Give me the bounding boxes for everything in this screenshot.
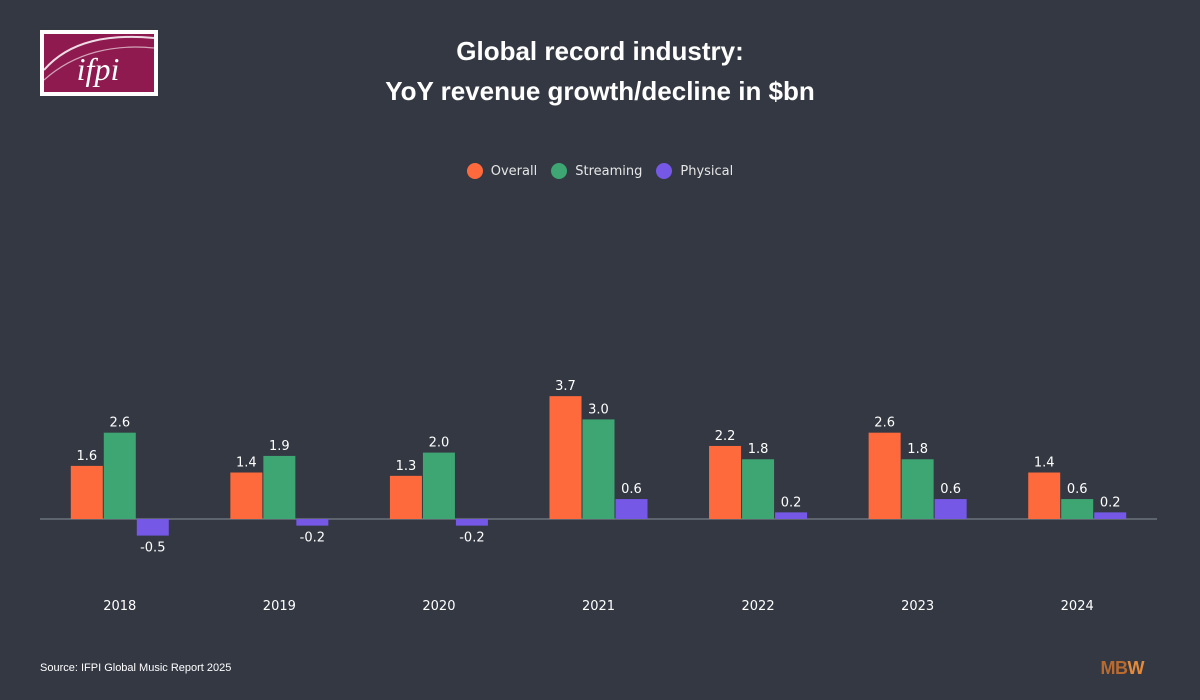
bar-overall-2021[interactable] — [549, 396, 582, 519]
bar-overall-2024[interactable] — [1028, 472, 1061, 519]
data-label-physical-2023: 0.6 — [940, 482, 961, 497]
x-tick-label-2021: 2021 — [582, 599, 615, 614]
legend-marker-physical — [656, 163, 673, 179]
bar-physical-2019[interactable] — [296, 519, 329, 526]
data-label-overall-2018: 1.6 — [76, 449, 97, 464]
data-label-physical-2019: -0.2 — [300, 531, 325, 546]
legend-marker-streaming — [551, 163, 568, 179]
bar-physical-2022[interactable] — [775, 512, 808, 519]
mbw-brand-logo: MBW — [1101, 658, 1145, 679]
data-label-streaming-2020: 2.0 — [429, 436, 450, 451]
bar-overall-2022[interactable] — [709, 445, 742, 519]
legend-item-overall[interactable]: Overall — [466, 163, 538, 179]
legend: Overall Streaming Physical — [0, 163, 1200, 179]
bar-streaming-2019[interactable] — [263, 455, 296, 519]
x-tick-label-2023: 2023 — [901, 599, 934, 614]
bar-streaming-2021[interactable] — [582, 419, 615, 519]
bar-streaming-2018[interactable] — [103, 432, 136, 519]
data-label-physical-2018: -0.5 — [140, 541, 165, 556]
x-tick-label-2022: 2022 — [742, 599, 775, 614]
x-tick-label-2020: 2020 — [422, 599, 455, 614]
x-tick-label-2024: 2024 — [1061, 599, 1094, 614]
data-label-overall-2020: 1.3 — [396, 459, 417, 474]
data-label-physical-2022: 0.2 — [781, 495, 802, 510]
bar-physical-2024[interactable] — [1094, 512, 1127, 519]
bar-overall-2018[interactable] — [70, 465, 103, 519]
data-label-overall-2022: 2.2 — [715, 429, 736, 444]
legend-item-physical[interactable]: Physical — [656, 163, 733, 179]
bar-physical-2023[interactable] — [934, 499, 967, 519]
data-label-physical-2024: 0.2 — [1100, 495, 1121, 510]
bar-overall-2019[interactable] — [230, 472, 263, 519]
bar-physical-2021[interactable] — [615, 499, 648, 519]
data-label-overall-2023: 2.6 — [874, 416, 895, 431]
bar-streaming-2022[interactable] — [742, 459, 775, 519]
data-label-streaming-2022: 1.8 — [748, 442, 769, 457]
bar-streaming-2024[interactable] — [1061, 499, 1094, 519]
data-label-physical-2021: 0.6 — [621, 482, 642, 497]
bar-streaming-2020[interactable] — [422, 452, 455, 519]
data-label-overall-2019: 1.4 — [236, 456, 257, 471]
data-label-overall-2021: 3.7 — [555, 379, 576, 394]
bar-overall-2023[interactable] — [868, 432, 901, 519]
x-tick-label-2019: 2019 — [263, 599, 296, 614]
data-label-streaming-2023: 1.8 — [907, 442, 928, 457]
data-label-streaming-2024: 0.6 — [1067, 482, 1088, 497]
data-label-overall-2024: 1.4 — [1034, 456, 1055, 471]
brand-w: W — [1127, 658, 1145, 678]
source-note: Source: IFPI Global Music Report 2025 — [40, 662, 232, 674]
bar-overall-2020[interactable] — [389, 475, 422, 519]
legend-label-overall: Overall — [490, 163, 538, 179]
chart-title-line2: YoY revenue growth/decline in $bn — [385, 76, 815, 106]
x-tick-label-2018: 2018 — [103, 599, 136, 614]
legend-marker-overall — [466, 163, 483, 179]
data-label-streaming-2019: 1.9 — [269, 439, 290, 454]
data-label-physical-2020: -0.2 — [459, 531, 484, 546]
ifpi-logo: ifpi — [40, 30, 158, 96]
ifpi-logo-text: ifpi — [77, 51, 120, 87]
data-label-streaming-2021: 3.0 — [588, 402, 609, 417]
legend-item-streaming[interactable]: Streaming — [551, 163, 642, 179]
bar-physical-2020[interactable] — [455, 519, 488, 526]
bar-streaming-2023[interactable] — [901, 459, 934, 519]
legend-label-streaming: Streaming — [575, 163, 643, 179]
data-label-streaming-2018: 2.6 — [109, 416, 130, 431]
bar-physical-2018[interactable] — [136, 519, 169, 536]
legend-label-physical: Physical — [680, 163, 734, 179]
brand-mb: MB — [1100, 658, 1129, 678]
chart-title-line1: Global record industry: — [456, 36, 744, 66]
